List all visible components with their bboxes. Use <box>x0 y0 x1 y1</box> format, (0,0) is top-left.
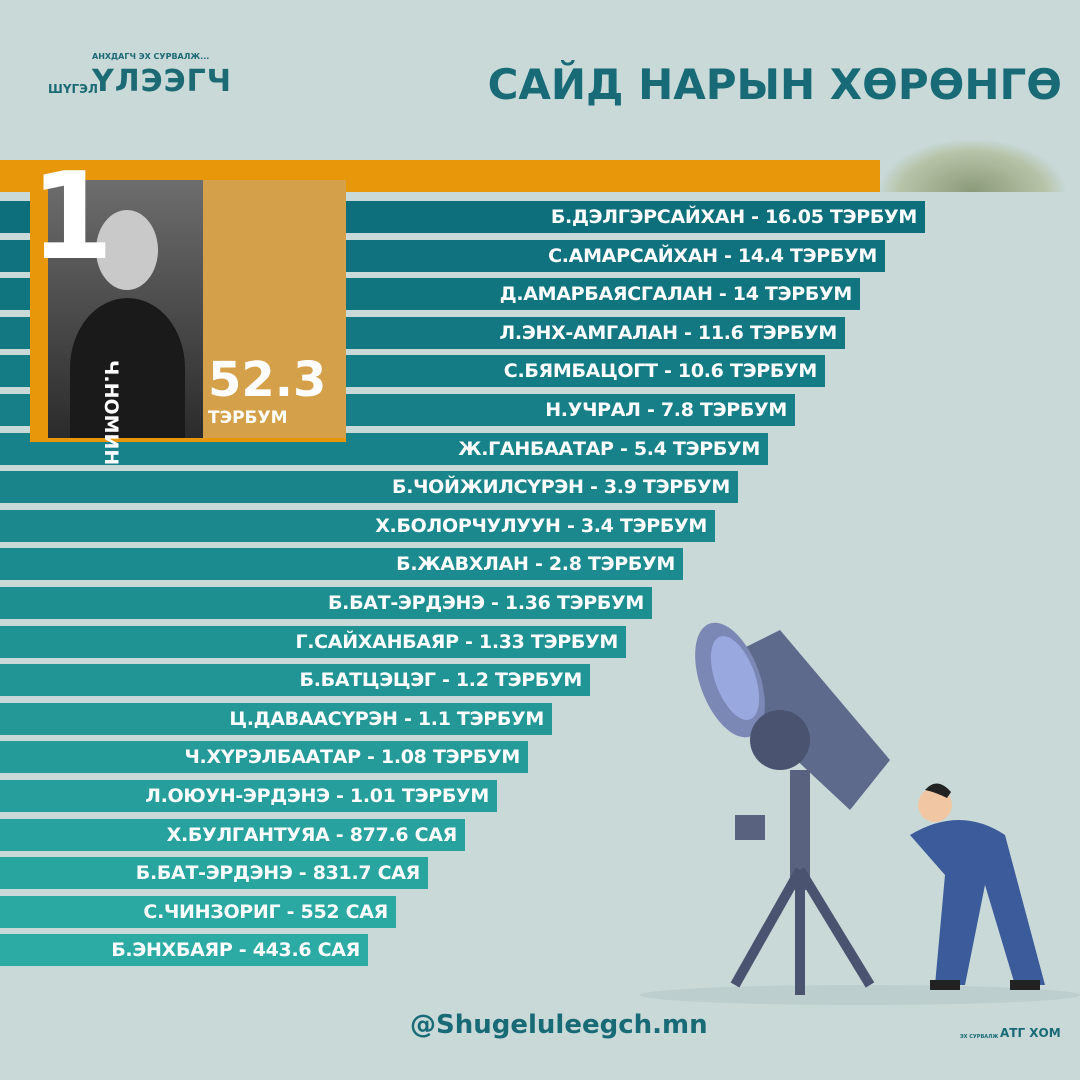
photo-face <box>96 210 158 290</box>
bar <box>0 934 368 967</box>
bar <box>0 548 683 581</box>
logo-small: ШҮГЭЛ <box>48 82 98 96</box>
row-label: С.АМАРСАЙХАН - 14.4 ТЭРБУМ <box>548 244 877 267</box>
source-small: ЭХ СУРВАЛЖ <box>960 1034 999 1040</box>
row-label: Ц.ДАВААСҮРЭН - 1.1 ТЭРБУМ <box>229 707 544 730</box>
telescope-illustration <box>640 622 1080 1005</box>
bar <box>0 702 552 735</box>
row-label: Б.ЭНХБАЯР - 443.6 САЯ <box>111 939 360 962</box>
row-label: Б.БАТ-ЭРДЭНЭ - 831.7 САЯ <box>135 862 421 885</box>
row-label: Б.БАТ-ЭРДЭНЭ - 1.36 ТЭРБУМ <box>328 592 644 614</box>
row-label: Х.БОЛОРЧУЛУУН - 3.4 ТЭРБУМ <box>375 514 707 537</box>
row-label: Л.ОЮУН-ЭРДЭНЭ - 1.01 ТЭРБУМ <box>145 785 489 807</box>
row-label: Д.АМАРБАЯСГАЛАН - 14 ТЭРБУМ <box>499 283 853 306</box>
bar <box>0 857 428 890</box>
row-label: Ж.ГАНБААТАР - 5.4 ТЭРБУМ <box>458 437 760 460</box>
winner-name: Ч.НОМИН <box>100 360 122 466</box>
logo-big: ҮЛЭЭГЧ <box>92 64 233 99</box>
winner-unit: ТЭРБУМ <box>208 408 288 428</box>
row-label: С.ЧИНЗОРИГ - 552 САЯ <box>143 900 388 923</box>
bar <box>0 664 590 697</box>
source: АТГ ХОМ <box>1000 1026 1061 1040</box>
photo <box>48 180 203 438</box>
photo-body <box>70 298 185 438</box>
bar <box>0 741 528 774</box>
bar <box>0 780 497 812</box>
title: САЙД НАРЫН ХӨРӨНГӨ <box>487 60 1062 109</box>
rank: 1 <box>30 148 114 287</box>
money-pile <box>880 140 1065 192</box>
row-label: Б.ЖАВХЛАН - 2.8 ТЭРБУМ <box>396 553 675 576</box>
row-label: Х.БУЛГАНТУЯА - 877.6 САЯ <box>166 823 458 846</box>
row-label: Ч.ХҮРЭЛБААТАР - 1.08 ТЭРБУМ <box>184 746 521 769</box>
bar <box>0 818 465 851</box>
bar <box>0 471 738 504</box>
bar <box>0 625 626 658</box>
row-label: Б.ЧОЙЖИЛСҮРЭН - 3.9 ТЭРБУМ <box>392 476 730 499</box>
row-label: Н.УЧРАЛ - 7.8 ТЭРБУМ <box>545 399 787 421</box>
row-label: С.БЯМБАЦОГТ - 10.6 ТЭРБУМ <box>503 360 818 383</box>
row-label: Б.ДЭЛГЭРСАЙХАН - 16.05 ТЭРБУМ <box>550 206 917 228</box>
bar <box>0 587 652 619</box>
winner-amount: 52.3 <box>208 352 327 408</box>
logo-tagline: АНХДАГЧ ЭХ СУРВАЛЖ... <box>92 52 210 61</box>
bar <box>0 509 715 542</box>
handle: @Shugeluleegch.mn <box>410 1010 708 1040</box>
row-label: Б.БАТЦЭЦЭГ - 1.2 ТЭРБУМ <box>299 669 583 692</box>
bar <box>0 895 396 928</box>
photo-building <box>203 180 346 438</box>
row-label: Г.САЙХАНБАЯР - 1.33 ТЭРБУМ <box>295 630 618 653</box>
row-label: Л.ЭНХ-АМГАЛАН - 11.6 ТЭРБУМ <box>499 321 837 344</box>
winner-box: 1 Ч.НОМИН 52.3 ТЭРБУМ <box>30 158 346 465</box>
